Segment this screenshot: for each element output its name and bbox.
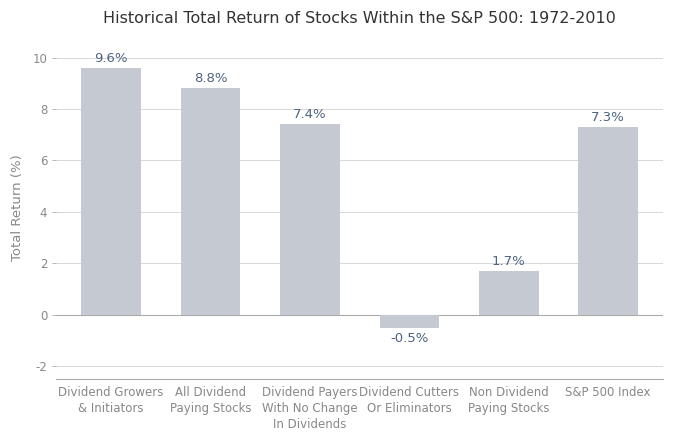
Bar [81, 68, 141, 315]
Text: 8.8%: 8.8% [193, 72, 227, 85]
Text: 1.7%: 1.7% [492, 255, 526, 268]
Text: 7.4%: 7.4% [293, 108, 327, 122]
Bar [578, 127, 638, 315]
Text: -0.5%: -0.5% [390, 332, 429, 345]
Text: 7.3%: 7.3% [591, 111, 625, 124]
Bar [479, 271, 539, 315]
Title: Historical Total Return of Stocks Within the S&P 500: 1972-2010: Historical Total Return of Stocks Within… [103, 11, 616, 26]
Y-axis label: Total Return (%): Total Return (%) [11, 155, 24, 261]
Bar [379, 315, 439, 328]
Text: 9.6%: 9.6% [94, 52, 128, 65]
Bar [280, 124, 340, 315]
Bar [181, 88, 241, 315]
